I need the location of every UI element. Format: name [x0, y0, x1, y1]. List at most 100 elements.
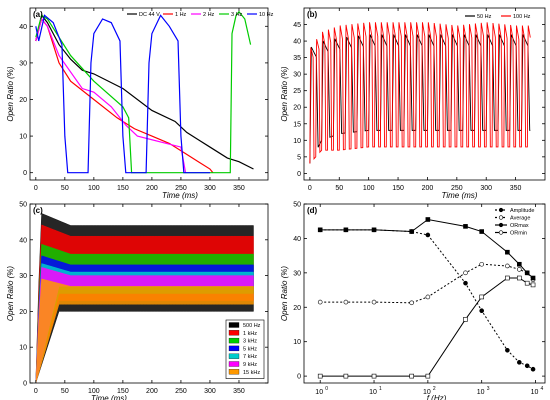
legend-item: ORmax: [495, 222, 529, 229]
y-tick-label: 30: [19, 60, 27, 67]
legend: DC 44 V 1 Hz 2 Hz 3 Hz 10 Hz: [127, 12, 274, 18]
x-axis-label: f (Hz): [427, 394, 447, 400]
data-point: [371, 299, 377, 305]
y-tick-label: 50: [19, 202, 27, 209]
data-point: [524, 270, 530, 276]
data-point: [463, 224, 468, 229]
x-tick-label: 10: [369, 389, 377, 396]
y-axis-label: Open Ratio (%): [6, 66, 15, 121]
y-tick-label: 10: [19, 345, 27, 352]
legend-swatch: [228, 330, 240, 336]
legend-label: 1 Hz: [175, 12, 187, 18]
legend-item: 15 kHz: [228, 369, 260, 376]
legend-label: 15 kHz: [243, 370, 260, 376]
legend-label: 2 Hz: [203, 12, 215, 18]
series-line-2: [320, 218, 534, 279]
data-point: [425, 232, 431, 238]
legend-item: Average: [495, 215, 530, 222]
legend: 50 Hz 100 Hz: [465, 14, 531, 20]
data-point: [530, 275, 536, 281]
plot-frame: [303, 7, 546, 181]
panel-label: (a): [33, 10, 43, 19]
x-tick-label: 150: [117, 388, 129, 395]
legend-swatch: [228, 369, 240, 375]
panel-label: (b): [307, 10, 318, 19]
data-point: [479, 294, 484, 300]
x-tick-label: 100: [363, 185, 375, 192]
x-tick-label: 50: [335, 185, 343, 192]
legend-label: 3 Hz: [231, 12, 243, 18]
panel-2: 0 50 100 150 200 250 300 350 0 10 20 30 40 50 Time (ms…: [6, 202, 269, 400]
y-tick-label: 0: [297, 171, 301, 178]
x-tick-label: 350: [510, 185, 522, 192]
data-point: [479, 229, 484, 234]
x-tick-label: 0: [34, 388, 38, 395]
legend-swatch: [228, 353, 240, 359]
series-line-3: [320, 277, 534, 377]
y-tick-label: 15: [293, 121, 301, 128]
data-point: [505, 263, 510, 269]
y-tick-label: 20: [19, 97, 27, 104]
x-tick-label: 10: [423, 389, 431, 396]
x-tick-label: 200: [146, 185, 158, 192]
data-point: [343, 227, 349, 233]
data-point: [479, 261, 484, 267]
legend-label: ORmax: [510, 223, 529, 229]
plot-frame: [29, 203, 269, 384]
legend-label: 9 kHz: [243, 362, 257, 368]
y-axis-label: Open Ratio (%): [280, 66, 289, 121]
x-tick-label: 350: [233, 185, 245, 192]
x-tick-label: 300: [204, 388, 216, 395]
x-tick-label: 0: [34, 185, 38, 192]
legend-swatch: [228, 345, 240, 352]
legend-swatch: [228, 322, 240, 328]
data-point: [505, 347, 510, 353]
legend-item: ORmin: [495, 230, 527, 237]
data-point: [343, 373, 349, 379]
panel-label: (d): [307, 206, 318, 215]
data-point: [317, 227, 323, 233]
legend-label: 50 Hz: [477, 14, 492, 20]
series-band-5: [35, 267, 254, 383]
x-axis-label: Time (ms): [442, 191, 478, 200]
data-point: [371, 227, 377, 233]
legend-label: Amplitude: [510, 208, 534, 214]
data-point: [524, 280, 530, 286]
plot-area: [317, 217, 536, 379]
legend-marker: [498, 222, 504, 228]
series-line-1: [309, 22, 531, 164]
data-point: [317, 299, 323, 305]
x-tick-label: 300: [480, 185, 492, 192]
y-tick-label: 0: [297, 374, 301, 381]
y-tick-label: 10: [293, 339, 301, 346]
data-point: [409, 373, 414, 379]
series-line-0: [320, 229, 534, 370]
x-tick-label: 200: [422, 185, 434, 192]
x-tick-label: 10: [531, 389, 539, 396]
x-tick-label-exponent: 4: [541, 386, 544, 392]
y-tick-label: 20: [19, 309, 27, 316]
data-point: [524, 363, 530, 369]
x-tick-label: 0: [308, 185, 312, 192]
x-tick-label: 100: [88, 185, 100, 192]
plot-frame: [29, 7, 269, 181]
legend-item: 7 kHz: [228, 353, 257, 360]
data-point: [317, 373, 323, 379]
x-tick-label: 150: [117, 185, 129, 192]
data-point: [530, 366, 536, 372]
data-point: [517, 267, 522, 272]
legend-label: 3 kHz: [243, 339, 257, 345]
legend-swatch: [228, 337, 240, 344]
panel-1: 0 50 100 150 200 250 300 350 0 5 10 15 20 25 30 35 40 45 T…: [280, 7, 546, 200]
data-point: [343, 299, 349, 305]
x-tick-label: 250: [175, 185, 187, 192]
data-point: [517, 360, 522, 365]
y-axis-label: Open Ratio (%): [6, 266, 15, 321]
data-point: [425, 373, 431, 379]
legend-label: DC 44 V: [139, 12, 160, 18]
legend-label: ORmin: [510, 231, 527, 237]
